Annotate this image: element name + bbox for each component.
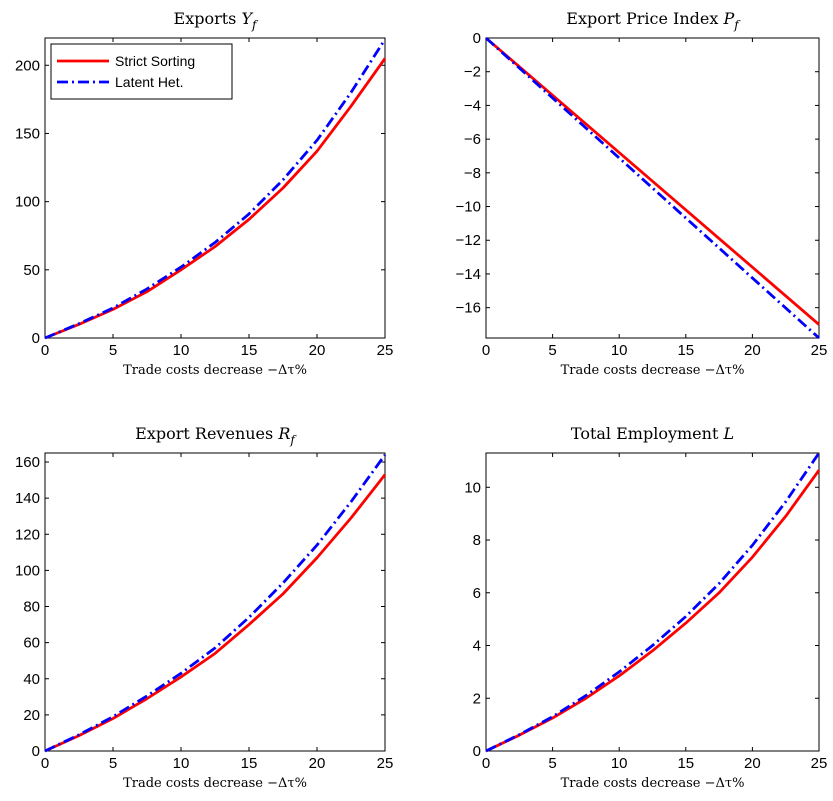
series-line-latent-het xyxy=(485,452,821,753)
series-line-strict-sorting xyxy=(485,469,821,753)
chart-title: Total Employment L xyxy=(571,424,734,443)
x-tick-label: 0 xyxy=(41,342,49,359)
x-axis-label: Trade costs decrease −Δτ% xyxy=(123,776,307,791)
x-axis-label: Trade costs decrease −Δτ% xyxy=(123,363,307,378)
title-symbol: Y xyxy=(241,9,253,28)
y-tick-label: 8 xyxy=(473,532,481,549)
title-subscript: f xyxy=(251,18,259,32)
y-tick-label: 100 xyxy=(15,562,40,579)
x-tick-label: 15 xyxy=(241,342,258,359)
x-tick-label: 20 xyxy=(744,342,761,359)
y-tick-label: 0 xyxy=(473,30,481,47)
x-tick-label: 25 xyxy=(811,342,828,359)
y-tick-label: 60 xyxy=(23,635,40,652)
x-tick-label: 0 xyxy=(482,342,490,359)
series-line-latent-het xyxy=(44,38,387,340)
y-tick-label: −14 xyxy=(456,266,481,283)
x-tick-label: 25 xyxy=(377,755,394,772)
y-tick-label: 150 xyxy=(15,125,40,142)
y-tick-label: 200 xyxy=(15,57,40,74)
chart-panel-1: 0 5 10 15 20 25 0 50 100 150 200 Exports Yf Trade co… xyxy=(15,9,393,378)
chart-title: Export Price Index Pf xyxy=(566,9,741,32)
title-text: Exports xyxy=(174,9,242,28)
plot-area xyxy=(44,452,386,752)
x-tick-label: 25 xyxy=(811,755,828,772)
y-tick-label: −12 xyxy=(456,232,481,249)
x-tick-label: 20 xyxy=(744,755,761,772)
x-tick-label: 25 xyxy=(377,342,394,359)
y-tick-label: 6 xyxy=(473,585,481,602)
x-tick-label: 10 xyxy=(173,755,190,772)
y-tick-label: 0 xyxy=(32,743,40,760)
x-tick-label: 5 xyxy=(109,342,117,359)
title-subscript: f xyxy=(289,433,297,447)
y-tick-label: 80 xyxy=(23,599,40,616)
title-symbol: L xyxy=(722,424,734,443)
y-tick-label: −2 xyxy=(464,64,481,81)
y-tick-label: −6 xyxy=(464,131,481,148)
y-tick-label: −4 xyxy=(464,97,481,114)
title-text: Total Employment xyxy=(571,424,724,443)
y-tick-label: 4 xyxy=(473,638,481,655)
chart-title: Export Revenues Rf xyxy=(135,424,297,447)
title-symbol: P xyxy=(723,9,735,28)
y-tick-label: 50 xyxy=(23,262,40,279)
legend-entry: Latent Het. xyxy=(115,74,184,90)
y-tick-label: 0 xyxy=(32,330,40,347)
x-tick-label: 15 xyxy=(241,755,258,772)
y-tick-label: 40 xyxy=(23,671,40,688)
y-tick-label: −10 xyxy=(456,199,481,216)
x-tick-label: 5 xyxy=(109,755,117,772)
chart-panel-4: 0 5 10 15 20 25 0 2 4 6 8 10 Total Employment L Trade… xyxy=(464,424,827,791)
x-tick-label: 5 xyxy=(548,755,556,772)
series-line-latent-het xyxy=(44,453,387,753)
series-line-strict-sorting xyxy=(485,36,820,326)
x-tick-label: 15 xyxy=(677,755,694,772)
x-tick-label: 10 xyxy=(611,755,628,772)
y-tick-label: 10 xyxy=(464,479,481,496)
y-tick-label: 20 xyxy=(23,707,40,724)
x-tick-label: 15 xyxy=(677,342,694,359)
y-tick-label: 100 xyxy=(15,194,40,211)
x-tick-label: 10 xyxy=(611,342,628,359)
y-tick-label: −16 xyxy=(456,300,481,317)
legend-entry: Strict Sorting xyxy=(115,53,195,69)
series-line-strict-sorting xyxy=(44,57,387,340)
x-tick-label: 20 xyxy=(309,755,326,772)
x-tick-label: 10 xyxy=(173,342,190,359)
legend-box xyxy=(50,43,233,100)
plot-area xyxy=(485,452,820,752)
title-text: Export Revenues xyxy=(135,424,278,443)
series-line-strict-sorting xyxy=(44,473,387,753)
y-tick-label: 0 xyxy=(473,743,481,760)
title-symbol: R xyxy=(277,424,290,443)
title-text: Export Price Index xyxy=(566,9,723,28)
chart-panel-2: 0 5 10 15 20 25 0 −2 −4 −6 −8 −10 −12 −14 −16 Export Pr… xyxy=(456,9,828,378)
y-tick-label: 120 xyxy=(15,526,40,543)
chart-panel-3: 0 5 10 15 20 25 0 20 40 60 80 100 120 140 160 Export Re… xyxy=(15,424,393,791)
chart-title: Exports Yf xyxy=(174,9,260,32)
x-tick-label: 0 xyxy=(41,755,49,772)
x-axis-label: Trade costs decrease −Δτ% xyxy=(561,363,745,378)
x-tick-label: 5 xyxy=(548,342,556,359)
y-tick-label: 140 xyxy=(15,490,40,507)
title-subscript: f xyxy=(733,18,741,32)
y-tick-label: −8 xyxy=(464,165,481,182)
y-tick-label: 2 xyxy=(473,690,481,707)
x-tick-label: 20 xyxy=(309,342,326,359)
y-tick-label: 160 xyxy=(15,454,40,471)
x-tick-label: 0 xyxy=(482,755,490,772)
series-line-latent-het xyxy=(485,36,820,340)
x-axis-label: Trade costs decrease −Δτ% xyxy=(561,776,745,791)
legend: Strict Sorting Latent Het. xyxy=(50,43,233,100)
